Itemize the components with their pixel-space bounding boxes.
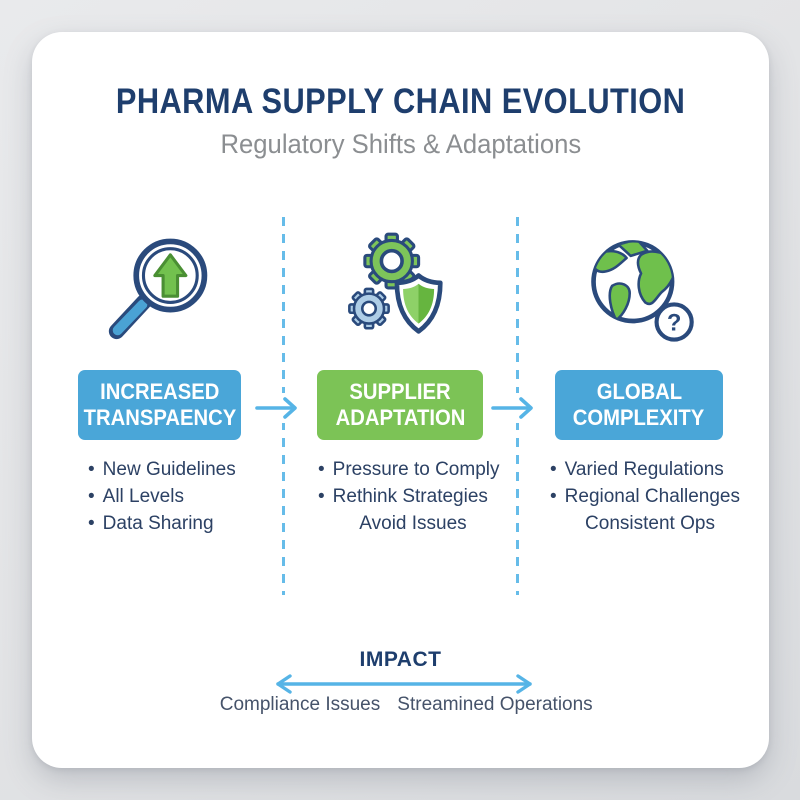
bullet-glyph: • — [550, 486, 557, 507]
list-item-text: Avoid Issues — [359, 513, 467, 534]
gears-shield-icon — [338, 228, 462, 352]
list-increased-transparency: • New Guidelines • All Levels • Data Sharin… — [88, 456, 268, 537]
bullet-glyph: • — [318, 459, 325, 480]
list-item-text: Regional Challenges — [564, 486, 740, 507]
header-box-supplier-adaptation: SUPPLIER ADAPTATION — [317, 370, 483, 440]
list-item: • Regional Challenges — [550, 483, 750, 510]
impact-title: IMPACT — [32, 648, 769, 672]
header-line: GLOBAL — [596, 379, 682, 404]
header-line: SUPPLIER — [349, 379, 451, 404]
list-item: • Data Sharing — [88, 510, 268, 537]
list-item-text: Data Sharing — [102, 513, 214, 534]
header-line: ADAPTATION — [335, 405, 465, 430]
list-item: • All Levels — [88, 483, 268, 510]
impact-double-arrow-icon — [268, 672, 540, 696]
question-mark-glyph: ? — [667, 309, 682, 336]
list-item: • Pressure to Comply — [318, 456, 508, 483]
impact-right-label: Streamined Operations — [397, 694, 593, 715]
header-line: COMPLEXITY — [573, 405, 705, 430]
infographic-card: PHARMA SUPPLY CHAIN EVOLUTION Regulatory… — [32, 32, 769, 768]
header-box-global-complexity: GLOBAL COMPLEXITY — [555, 370, 723, 440]
bullet-glyph: • — [88, 486, 95, 507]
impact-left-label: Compliance Issues — [219, 694, 381, 715]
list-item-text: All Levels — [102, 486, 184, 507]
page-subtitle-text: Regulatory Shifts & Adaptations — [220, 129, 581, 159]
page-title-text: PHARMA SUPPLY CHAIN EVOLUTION — [115, 82, 686, 121]
list-item-text: Varied Regulations — [564, 459, 724, 480]
flow-right-arrow-icon — [487, 393, 539, 423]
list-global-complexity: • Varied Regulations • Regional Challenges… — [550, 456, 750, 537]
list-item: • New Guidelines — [88, 456, 268, 483]
list-item-text: New Guidelines — [102, 459, 236, 480]
header-box-increased-transparency: INCREASED TRANSPAENCY — [78, 370, 241, 440]
bullet-glyph: • — [88, 459, 95, 480]
bullet-glyph: • — [318, 486, 325, 507]
header-line: INCREASED — [99, 379, 220, 404]
flow-right-arrow-icon — [251, 393, 303, 423]
list-item-text: Consistent Ops — [585, 513, 715, 534]
globe-question-icon: ? — [577, 228, 701, 352]
impact-title-text: IMPACT — [359, 648, 442, 671]
list-item: Avoid Issues — [318, 510, 508, 537]
list-item-text: Rethink Strategies — [332, 486, 488, 507]
list-item: • Rethink Strategies — [318, 483, 508, 510]
list-supplier-adaptation: • Pressure to Comply • Rethink Strategies … — [318, 456, 508, 537]
bullet-glyph: • — [550, 459, 557, 480]
page-subtitle: Regulatory Shifts & Adaptations — [32, 129, 769, 160]
list-item: Consistent Ops — [550, 510, 750, 537]
bullet-glyph: • — [88, 513, 95, 534]
magnifier-up-arrow-icon — [98, 228, 222, 352]
list-item: • Varied Regulations — [550, 456, 750, 483]
list-item-text: Pressure to Comply — [332, 459, 500, 480]
page-title: PHARMA SUPPLY CHAIN EVOLUTION — [32, 82, 769, 122]
header-line: TRANSPAENCY — [83, 405, 236, 430]
